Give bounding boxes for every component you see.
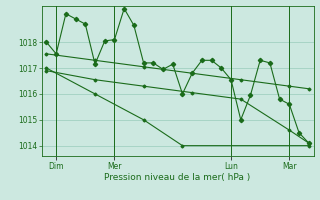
X-axis label: Pression niveau de la mer( hPa ): Pression niveau de la mer( hPa ) [104, 173, 251, 182]
